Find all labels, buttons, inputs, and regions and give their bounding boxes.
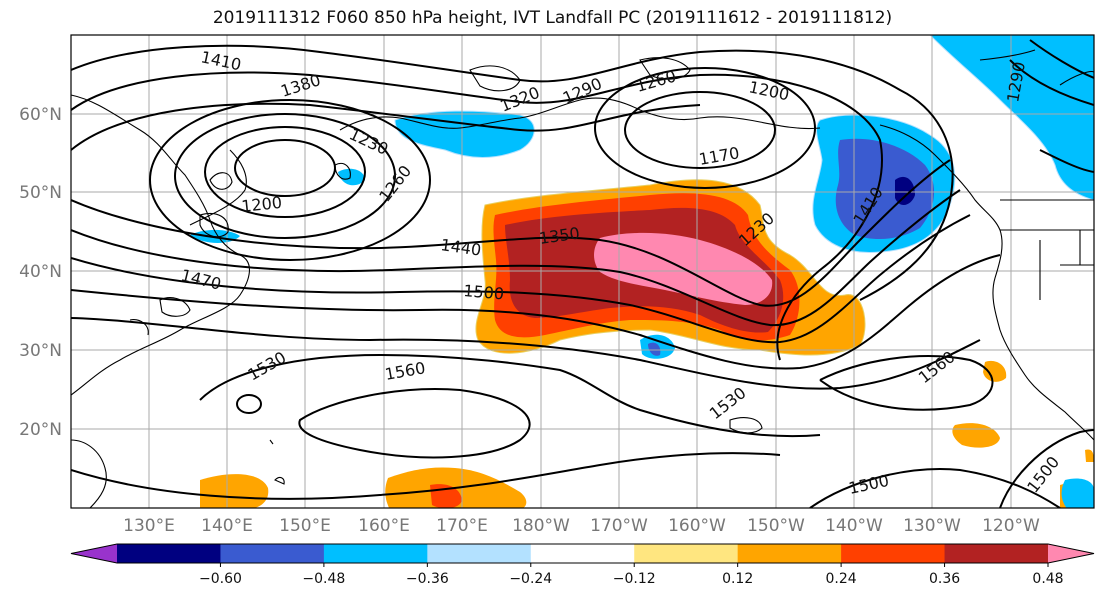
- ivt-negative-small: [338, 168, 365, 186]
- lon-label: 150°E: [279, 516, 331, 536]
- ivt-positive-patch: [200, 474, 269, 508]
- ivt-negative-nw: [394, 110, 535, 158]
- lon-label: 150°W: [747, 516, 805, 536]
- lon-label: 140°E: [201, 516, 253, 536]
- colorbar-tick-label: −0.12: [613, 571, 656, 587]
- colorbar-tick-label: −0.60: [199, 571, 242, 587]
- height-contours: [71, 39, 1094, 508]
- colorbar-bin: [323, 544, 428, 563]
- lon-label: 180°W: [512, 516, 570, 536]
- colorbar-bin: [944, 544, 1049, 563]
- lat-label: 40°N: [19, 262, 62, 282]
- colorbar-bin: [220, 544, 325, 563]
- ivt-negative-ne-core: [895, 176, 915, 206]
- colorbar-outline: [70, 543, 1095, 564]
- ivt-positive-patch: [983, 360, 1007, 382]
- colorbar-extend-low: [71, 544, 117, 563]
- lat-label: 20°N: [19, 420, 62, 440]
- colorbar-tick-label: 0.36: [929, 571, 960, 587]
- colorbar-tick-label: 0.12: [722, 571, 753, 587]
- lat-label: 30°N: [19, 341, 62, 361]
- colorbar-bin: [530, 544, 635, 563]
- ivt-negative-ne-mid: [835, 138, 935, 240]
- colorbar-bin: [427, 544, 532, 563]
- colorbar: [70, 543, 1095, 564]
- colorbar-tick-label: 0.24: [826, 571, 857, 587]
- lon-label: 130°E: [123, 516, 175, 536]
- ivt-positive-patch: [1085, 449, 1094, 462]
- lon-label: 160°E: [358, 516, 410, 536]
- colorbar-tick-label: −0.48: [302, 571, 345, 587]
- lon-label: 170°W: [590, 516, 648, 536]
- ivt-negative-small: [1061, 478, 1094, 508]
- colorbar-extend-high: [1048, 544, 1094, 563]
- map-border: [70, 34, 1095, 509]
- lat-label: 50°N: [19, 183, 62, 203]
- colorbar-tick-label: 0.48: [1032, 571, 1063, 587]
- colorbar-tick-label: −0.24: [509, 571, 552, 587]
- lon-label: 170°E: [436, 516, 488, 536]
- colorbar-tick-labels: −0.60 −0.48 −0.36 −0.24 −0.12 0.12 0.24 0.36 0.4…: [199, 563, 1064, 587]
- contour-label: 1200: [240, 193, 282, 216]
- longitude-labels: 130°E 140°E 150°E 160°E 170°E 180°W 170°…: [123, 516, 1040, 536]
- lon-label: 120°W: [982, 516, 1040, 536]
- lon-label: 140°W: [825, 516, 883, 536]
- colorbar-tick-label: −0.36: [406, 571, 449, 587]
- colorbar-bin: [117, 544, 221, 563]
- colorbar-bin: [841, 544, 946, 563]
- ivt-negative-small: [648, 342, 661, 356]
- lon-label: 130°W: [903, 516, 961, 536]
- contour-label: 1500: [463, 281, 505, 303]
- lon-label: 160°W: [668, 516, 726, 536]
- colorbar-bin: [634, 544, 739, 563]
- map-title: 2019111312 F060 850 hPa height, IVT Land…: [212, 8, 893, 28]
- latitude-labels: 60°N 50°N 40°N 30°N 20°N: [19, 105, 62, 440]
- lat-label: 60°N: [19, 105, 62, 125]
- colorbar-bin: [737, 544, 842, 563]
